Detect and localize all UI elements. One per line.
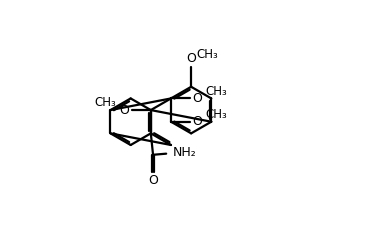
Text: NH₂: NH₂ <box>173 145 197 159</box>
Text: CH₃: CH₃ <box>205 108 227 121</box>
Text: O: O <box>119 104 129 117</box>
Text: O: O <box>192 92 202 105</box>
Text: CH₃: CH₃ <box>94 96 116 109</box>
Text: CH₃: CH₃ <box>205 85 227 98</box>
Text: O: O <box>192 115 202 128</box>
Text: O: O <box>148 174 158 187</box>
Text: O: O <box>186 52 196 65</box>
Text: CH₃: CH₃ <box>197 48 218 61</box>
